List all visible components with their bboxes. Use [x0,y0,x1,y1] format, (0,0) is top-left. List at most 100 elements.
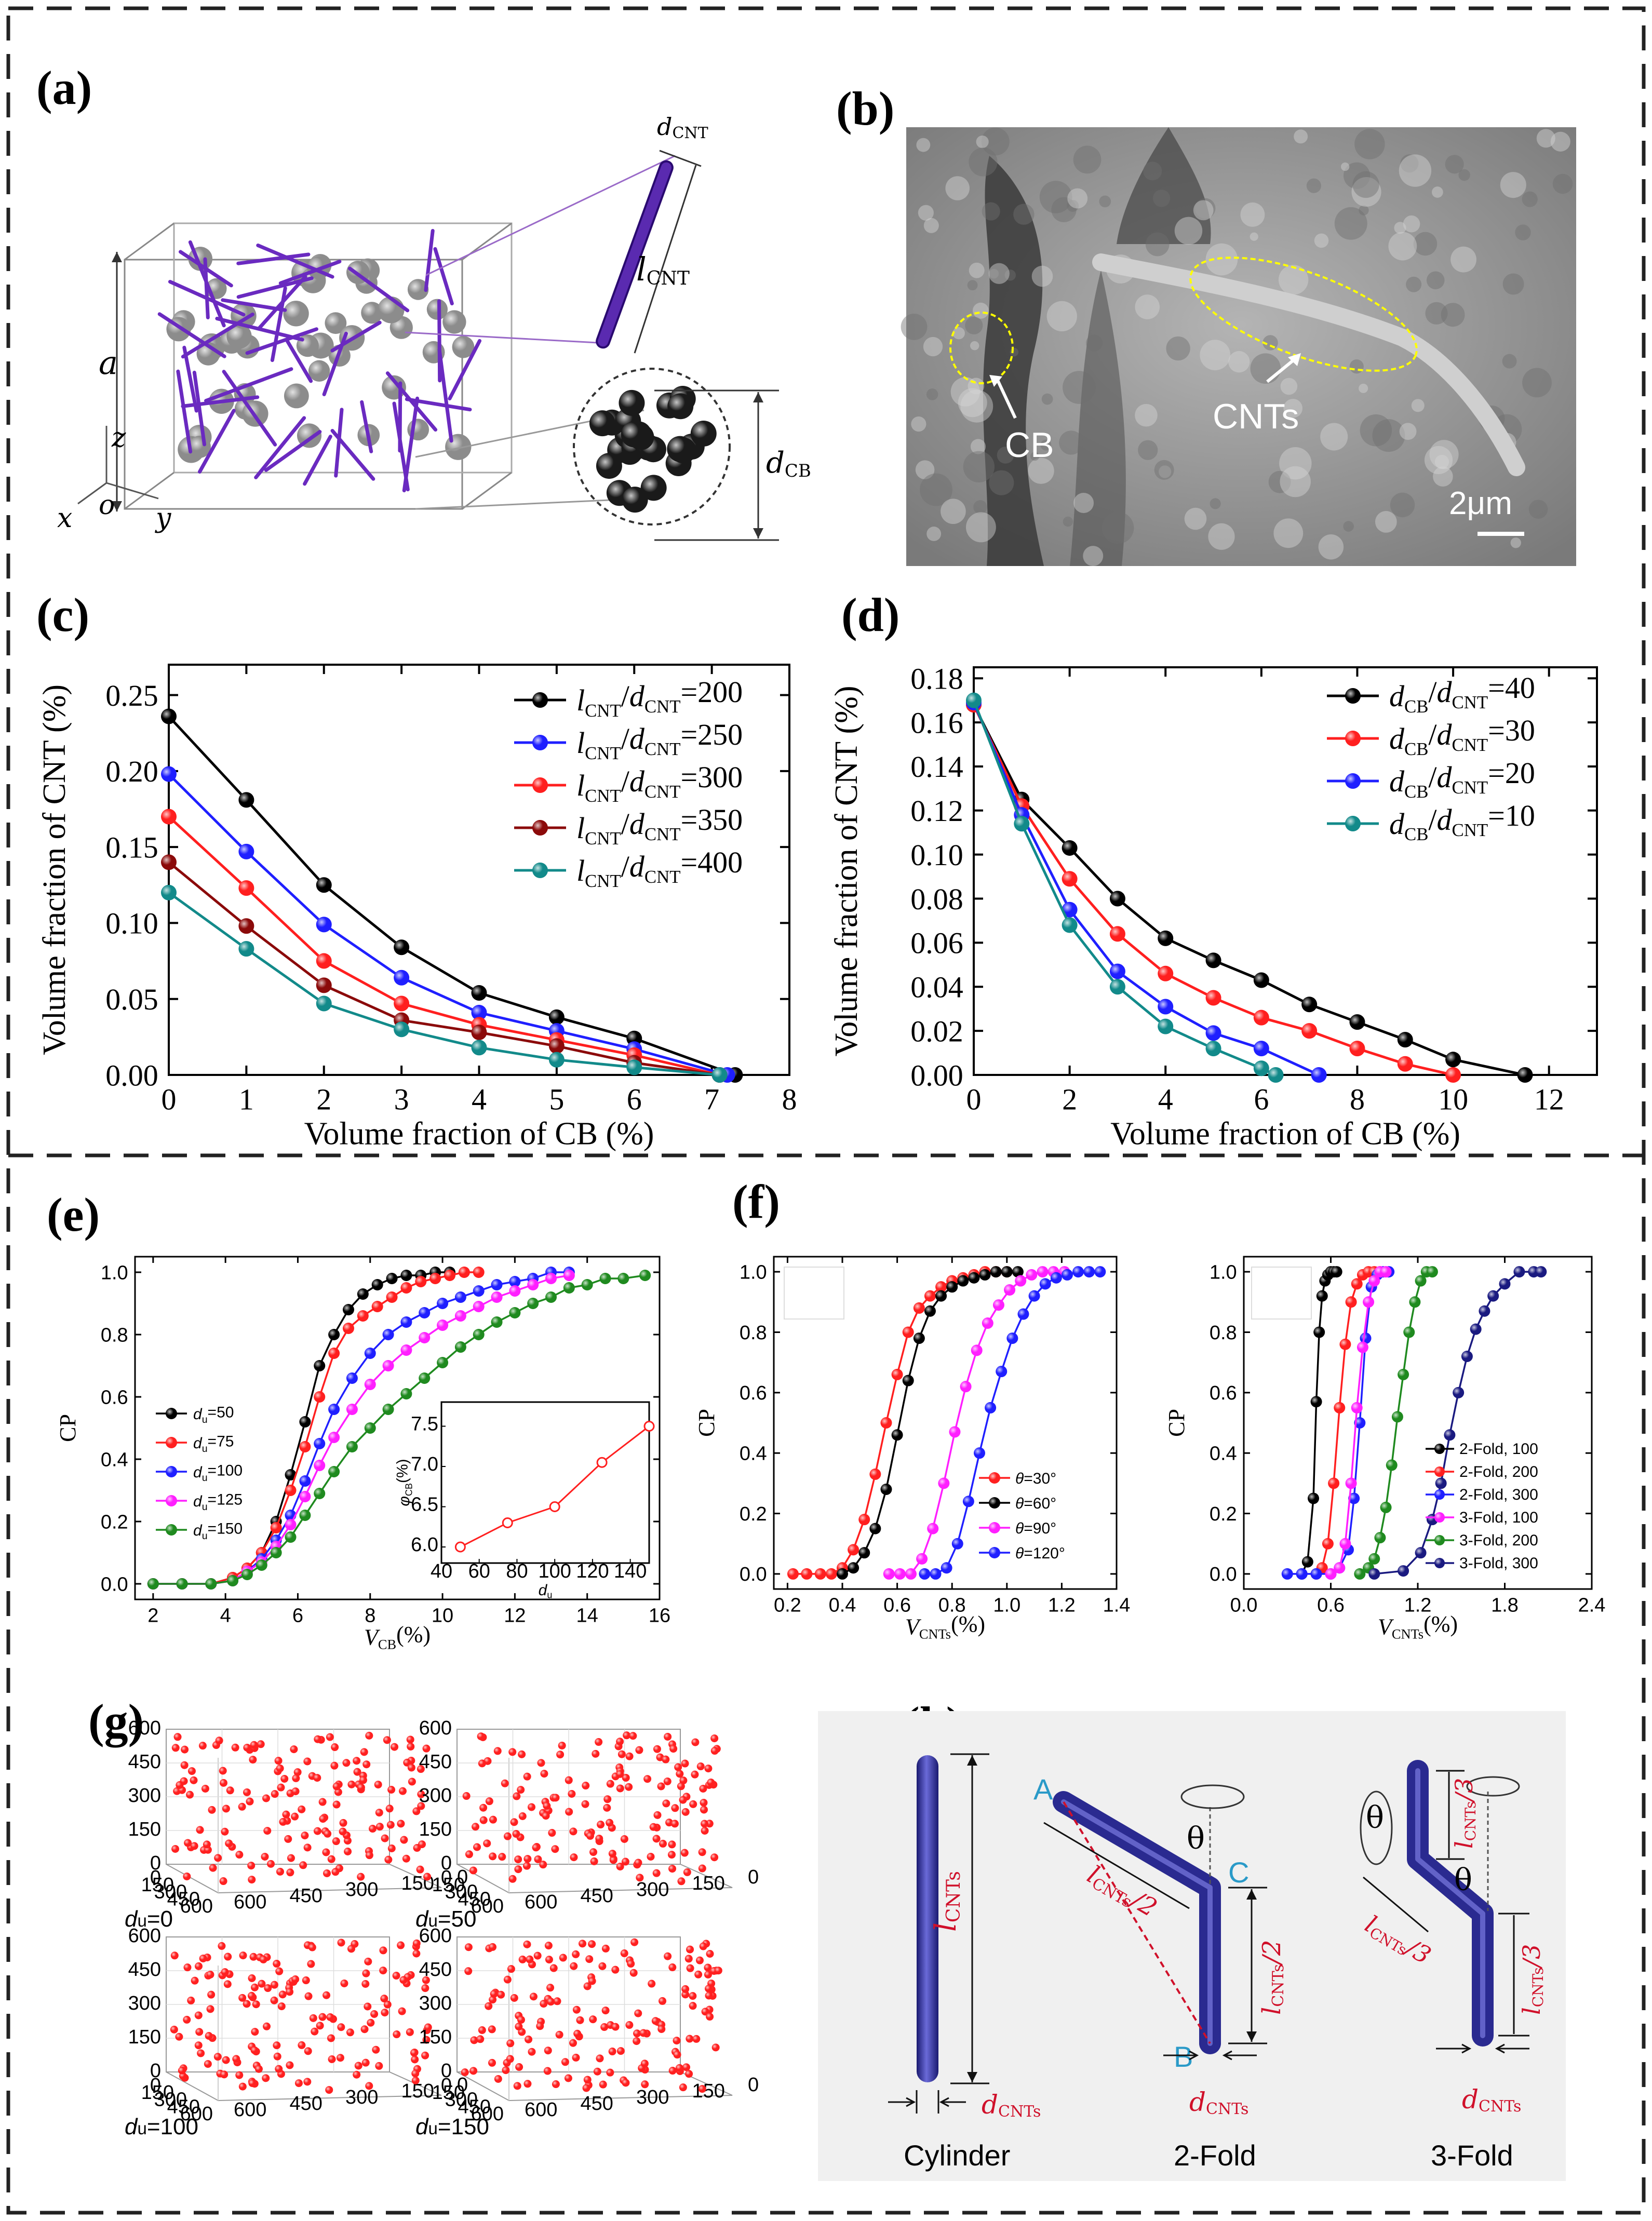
y-tick-label: 300 [636,1879,669,1901]
cnt-stick [168,279,246,317]
scatter-point [593,2067,601,2076]
data-point [454,1341,466,1353]
data-point [1345,1296,1357,1308]
scatter-point [346,2028,354,2037]
sem-texture-blob [1318,534,1344,560]
z-tick-label: 450 [419,1751,452,1773]
data-point [161,884,177,900]
y-tick-label: 150 [692,2080,725,2102]
three-fold-arm3-label: lCNTs/3 [1517,1944,1547,2015]
data-point [1062,917,1078,933]
theta-label-3fold-1: θ [1366,1800,1384,1835]
sem-texture-blob [1280,466,1311,497]
data-point [1453,1387,1465,1398]
data-point [599,1273,611,1284]
scatter-point [680,1849,689,1857]
data-point [902,1326,914,1338]
sem-texture-blob [1450,246,1476,273]
z-tick-label: 600 [419,1717,452,1739]
data-point [891,1429,903,1441]
scatter-point [282,1810,290,1819]
scatter-point [239,1951,247,1960]
data-point [848,1544,859,1556]
scatter-point [472,1823,480,1831]
scatter-point [710,1734,719,1743]
scatter-point [364,1957,372,1966]
scatter-point [291,1787,300,1796]
chart-f-fold: 0.0 0.6 1.2 1.8 2.4 0.0 0.2 0.4 0.6 0.8 1.0 VCNTs(%… [1164,1256,1605,1641]
data-point [346,1404,358,1415]
sem-texture-blob [1067,199,1079,212]
cnt-stick [181,395,260,408]
scale-bar-label: 2μm [1449,486,1512,521]
sem-texture-blob [1010,347,1019,357]
scatter-point [194,2011,203,2020]
scatter-point [469,1866,477,1875]
data-point [342,1323,354,1334]
scatter-point [423,1873,432,1881]
scatter-point [629,1969,638,1977]
scatter-point [187,1996,195,2004]
x-tick-label: 600 [180,2103,213,2125]
scatter-point [209,1864,217,1872]
scatter-point [696,1762,705,1771]
cnt-stick [236,252,311,265]
scatter-point [510,1994,518,2002]
data-point [1006,1332,1018,1344]
scatter-point [523,1940,531,1948]
sem-texture-blob [1083,546,1104,567]
scatter-point [304,1992,313,2000]
sem-texture-blob [1039,181,1072,213]
x-axis-label: VCB(%) [364,1622,431,1652]
scatter-point [397,1820,405,1828]
scatter-point [314,1735,322,1743]
data-point [1403,1326,1415,1338]
data-point [328,1329,340,1340]
series-line [972,702,1320,1076]
scatter-point [375,1809,383,1817]
sem-texture-blob [1063,371,1096,404]
scatter-point [488,2058,496,2067]
data-point [837,1568,848,1580]
legend-marker [1434,1444,1445,1454]
data-point [299,1416,311,1428]
panel-h-cnt-shapes: lCNTs dCNTs Cylinder A B C θ lCNTs/2 lCN… [818,1711,1566,2181]
scatter-point [263,1827,272,1835]
scatter-point [548,1829,556,1837]
scatter-point [664,1952,672,1960]
x-tick-label: 600 [180,1895,213,1917]
data-point [400,1270,412,1281]
scatter-point [681,1985,690,1993]
data-point [314,1360,326,1371]
scatter-point [545,1956,553,1964]
inset-frame [440,1401,650,1564]
x-tick-label: 150 [141,2082,174,2104]
box-floor [166,1864,442,1894]
scatter-point [606,1819,614,1827]
scatter-point [671,1804,679,1812]
scatter-point [485,1797,493,1806]
scatter-point [695,1956,704,1964]
scatter-point [608,2048,616,2056]
data-point [1310,1568,1322,1580]
scatter-point [676,1770,684,1778]
scatter-point [387,1785,396,1794]
sem-texture-blob [1390,492,1415,518]
scatter-point [215,1737,223,1745]
scatter-point [470,2036,478,2044]
cb-cluster-particle [690,420,717,447]
y-tick-label: 1.0 [740,1261,767,1283]
y-tick-label: 450 [581,2093,613,2115]
two-fold-arm2-label: lCNTs/2 [1257,1940,1287,2015]
scatter-point [381,1834,389,1842]
scatter-point [493,1747,502,1755]
cb-cluster-particle [621,421,647,448]
scatter-point [570,1853,578,1862]
cnt-stick [182,345,198,413]
cb-cluster-particle [622,487,648,513]
scatter-point [561,2058,569,2066]
scatter-point [190,1776,198,1784]
x-tick-label: 16 [649,1605,670,1627]
scatter-point [183,2015,191,2024]
